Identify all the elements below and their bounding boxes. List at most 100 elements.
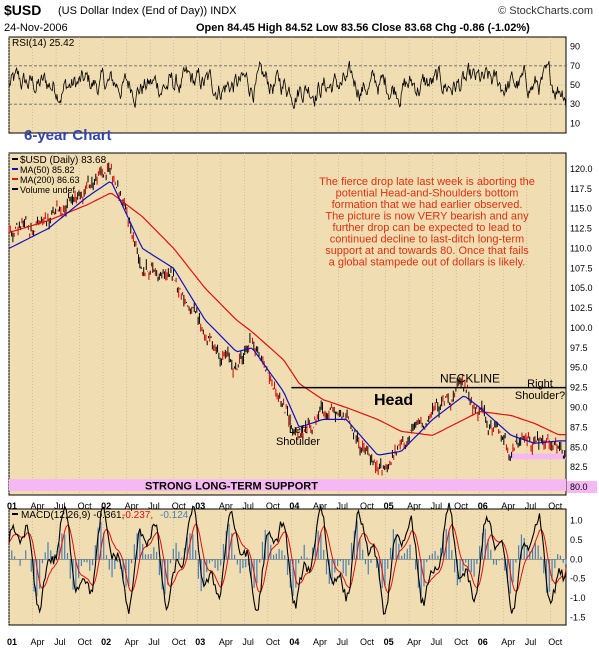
x-tick-label-price: Apr	[219, 501, 233, 511]
x-tick-label-macd: Jul	[242, 637, 254, 647]
macd-y-tick: 1.0	[570, 516, 583, 526]
x-tick-label-macd: Apr	[313, 637, 327, 647]
x-tick-label-macd: Jul	[148, 637, 160, 647]
macd-y-tick: 0.0	[570, 554, 583, 564]
x-tick-label-price: 05	[384, 501, 394, 511]
macd-y-tick: 0.5	[570, 535, 583, 545]
x-tick-label-price: Jul	[54, 501, 66, 511]
price-y-tick: 107.5	[570, 263, 593, 273]
x-tick-label-price: Jul	[242, 501, 254, 511]
rsi-legend: RSI(14) 25.42	[12, 38, 75, 49]
x-tick-label-price: 02	[101, 501, 111, 511]
x-tick-label-price: Oct	[454, 501, 469, 511]
support-band	[9, 479, 566, 492]
x-tick-label-price: Oct	[172, 501, 187, 511]
chart-ohlc: Open 84.45 High 84.52 Low 83.56 Close 83…	[196, 22, 530, 34]
price-legend-item: MA(200) 86.63	[20, 175, 80, 185]
x-tick-label-macd: Jul	[336, 637, 348, 647]
price-y-tick: 102.5	[570, 303, 593, 313]
x-tick-label-macd: Oct	[548, 637, 563, 647]
x-tick-label-price: Oct	[360, 501, 375, 511]
x-tick-label-macd: Oct	[172, 637, 187, 647]
price-y-tick: 90.0	[570, 403, 588, 413]
price-y-tick: 112.5	[570, 224, 592, 234]
chart-date: 24-Nov-2006	[4, 22, 68, 34]
x-tick-label-macd: Oct	[454, 637, 469, 647]
commentary-line: The fierce drop late last week is aborti…	[319, 176, 535, 188]
x-tick-label-macd: Jul	[54, 637, 66, 647]
price-y-tick: 85.0	[570, 442, 588, 452]
commentary-line: further drop can be expected to lead to	[333, 222, 522, 234]
x-tick-label-macd: Apr	[219, 637, 233, 647]
commentary-line: support at and towards 80. Once that fai…	[325, 245, 529, 257]
price-legend-item: MA(50) 85.82	[20, 165, 75, 175]
x-tick-label-price: Jul	[431, 501, 443, 511]
support-label: STRONG LONG-TERM SUPPORT	[145, 480, 318, 492]
commentary-line: a global stampede out of dollars is like…	[329, 257, 526, 269]
x-tick-label-macd: Oct	[266, 637, 281, 647]
x-tick-label-price: 06	[478, 501, 488, 511]
x-tick-label-macd: Apr	[31, 637, 45, 647]
price-y-tick: 100.0	[570, 323, 593, 333]
price-y-tick: 105.0	[570, 283, 593, 293]
price-legend-item: $USD (Daily) 83.68	[20, 155, 107, 166]
panel-rsi	[8, 36, 567, 134]
right-shoulder-label-2: Shoulder?	[515, 390, 565, 402]
x-tick-label-price: 01	[7, 501, 17, 511]
chart-instrument-name: (US Dollar Index (End of Day)) INDX	[58, 5, 237, 17]
right-shoulder-label-1: Right	[527, 378, 553, 390]
x-tick-label-macd: Oct	[78, 637, 93, 647]
macd-y-tick: -1.0	[570, 593, 586, 603]
x-tick-label-macd: Jul	[525, 637, 537, 647]
commentary-line: potential Head-and-Shoulders bottom	[336, 188, 519, 200]
x-tick-label-price: Jul	[525, 501, 537, 511]
price-y-tick: 87.5	[570, 422, 588, 432]
x-tick-label-macd: 06	[478, 637, 488, 647]
left-shoulder-label-1: Left	[289, 424, 307, 436]
x-tick-label-macd: 01	[7, 637, 17, 647]
price-y-tick: 110.0	[570, 243, 592, 253]
macd-legend-hist: -0.124	[160, 510, 189, 521]
x-tick-label-macd: Oct	[360, 637, 375, 647]
price-y-tick: 82.5	[570, 462, 588, 472]
x-tick-label-macd: Apr	[407, 637, 421, 647]
x-tick-label-price: Oct	[78, 501, 93, 511]
macd-line	[8, 502, 567, 615]
macd-y-tick: -0.5	[570, 574, 586, 584]
macd-y-tick: -1.5	[570, 612, 586, 622]
rsi-y-tick: 30	[570, 99, 580, 109]
x-tick-label-macd: Apr	[125, 637, 139, 647]
chart-period-label: 6-year Chart	[24, 127, 112, 144]
panel-price	[8, 152, 567, 496]
price-y-tick: 115.0	[570, 204, 592, 214]
x-tick-label-price: Apr	[31, 501, 45, 511]
macd-signal-line	[8, 523, 567, 594]
x-tick-label-macd: 04	[289, 637, 299, 647]
x-tick-label-macd: 02	[101, 637, 111, 647]
chart-symbol: $USD	[4, 2, 42, 18]
x-tick-label-price: 03	[195, 501, 205, 511]
x-tick-label-price: Jul	[148, 501, 160, 511]
ma50-line	[8, 181, 566, 456]
x-tick-label-price: Jul	[336, 501, 348, 511]
chart-source[interactable]: © StockCharts.com	[498, 5, 593, 17]
left-shoulder-label-2: Shoulder	[276, 436, 320, 448]
rsi-line	[8, 60, 567, 110]
price-y-tick: 92.5	[570, 383, 588, 393]
x-tick-label-macd: 03	[195, 637, 205, 647]
price-legend-item: Volume undef	[20, 185, 76, 195]
support-tick-bg	[567, 481, 597, 494]
x-tick-label-macd: Apr	[501, 637, 515, 647]
x-tick-label-price: Apr	[407, 501, 421, 511]
macd-legend-signal: -0.237,	[122, 510, 153, 521]
support-band-small	[508, 453, 566, 460]
price-y-tick: 95.0	[570, 363, 588, 373]
support-tick-label: 80.0	[570, 482, 588, 492]
price-y-tick: 97.5	[570, 343, 588, 353]
x-tick-label-price: 04	[289, 501, 299, 511]
rsi-y-tick: 90	[570, 42, 580, 52]
x-tick-label-price: Apr	[125, 501, 139, 511]
x-tick-label-price: Oct	[266, 501, 281, 511]
price-y-tick: 120.0	[570, 164, 593, 174]
commentary-line: formation that we had earlier observed.	[332, 199, 523, 211]
